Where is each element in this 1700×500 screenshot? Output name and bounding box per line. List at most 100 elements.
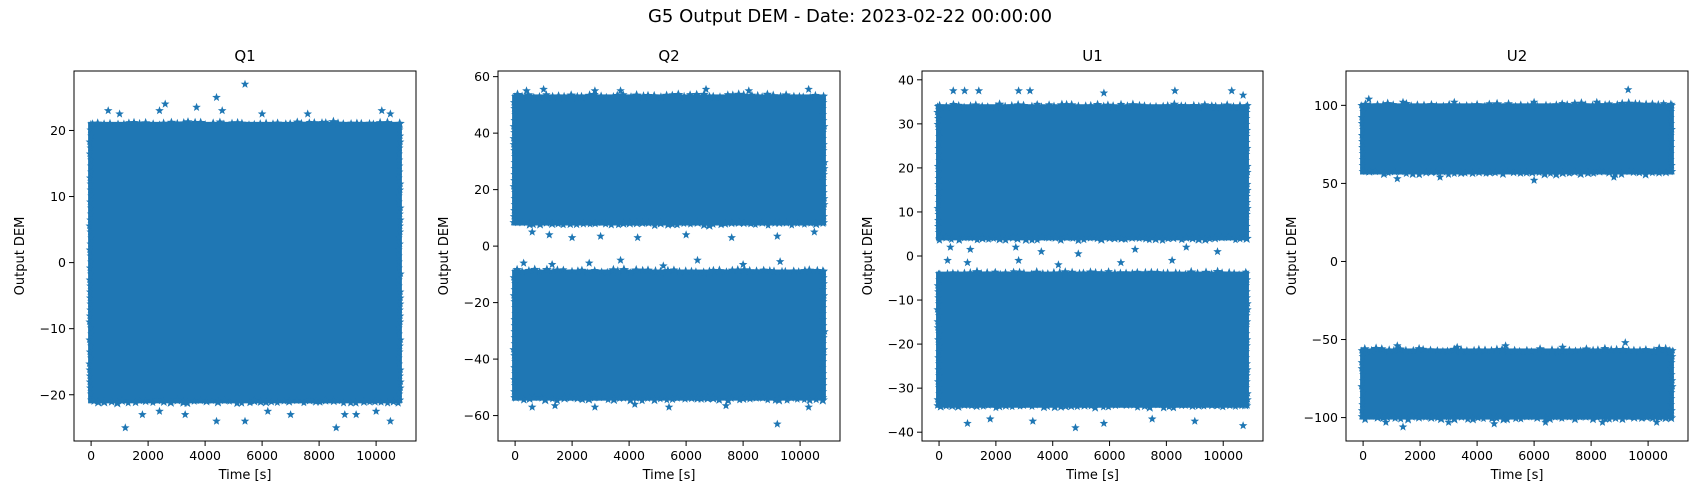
data-point (1037, 247, 1046, 256)
data-point (963, 418, 972, 427)
data-point (943, 255, 952, 264)
y-tick-label: 0 (58, 255, 66, 270)
data-point (773, 419, 782, 428)
x-tick-label: 0 (87, 448, 95, 463)
data-point (547, 260, 557, 269)
data-point (340, 410, 349, 419)
x-tick-label: 6000 (670, 448, 702, 463)
data-point (1182, 242, 1191, 251)
data-point (527, 402, 537, 411)
chart-panel-q2: 0 2000 4000 6000 8000 10000 −60 −40 −20 0 20 40 60 Q2… (437, 47, 841, 483)
data-point (1652, 417, 1661, 426)
data-point (331, 423, 341, 432)
data-point (286, 410, 295, 419)
data-point (1452, 342, 1462, 351)
y-tick-label: 10 (50, 189, 66, 204)
data-point (240, 416, 250, 425)
data-point (121, 423, 130, 432)
data-point (1099, 418, 1109, 427)
data-point (1609, 172, 1619, 181)
x-tick-label: 2000 (132, 448, 164, 463)
data-point (217, 106, 227, 115)
data-band-1 (1360, 103, 1674, 175)
data-point (659, 261, 668, 270)
x-tick-label: 6000 (1518, 448, 1550, 463)
data-point (1025, 86, 1035, 95)
data-point (1529, 97, 1539, 106)
y-axis-label: Output DEM (437, 217, 452, 296)
data-point (1450, 97, 1459, 106)
data-point (192, 102, 201, 111)
x-axis-label: Time [s] (1065, 468, 1119, 483)
data-point (160, 99, 170, 108)
y-tick-label: 0 (906, 249, 914, 264)
chart-panel-u2: 0 2000 4000 6000 8000 10000 −100 −50 0 50 100 U2 Tim… (1285, 47, 1689, 483)
y-tick-label: 20 (898, 160, 914, 175)
data-point (1227, 86, 1236, 95)
y-tick-label: 60 (474, 69, 490, 84)
data-point (1071, 423, 1080, 432)
data-point (351, 410, 361, 419)
data-point (1238, 90, 1248, 99)
data-band-1 (512, 94, 826, 226)
panel-title: U2 (1507, 47, 1528, 65)
data-point (1393, 174, 1402, 183)
data-point (371, 406, 381, 415)
data-point (963, 258, 972, 267)
x-tick-label: 8000 (1575, 448, 1607, 463)
data-point (550, 401, 560, 410)
data-point (1558, 342, 1567, 351)
data-point (681, 230, 691, 239)
data-point (1014, 86, 1023, 95)
y-tick-label: 10 (898, 204, 914, 219)
data-point (1170, 86, 1180, 95)
data-point (138, 410, 147, 419)
data-point (727, 233, 736, 242)
data-point (1398, 97, 1408, 106)
data-point (616, 86, 625, 95)
data-point (1054, 260, 1063, 269)
data-point (1621, 338, 1630, 347)
data-point (596, 231, 605, 240)
data-point (567, 233, 577, 242)
y-tick-label: 20 (50, 123, 66, 138)
chart-panel-q1: 0 2000 4000 6000 8000 10000 −20 −10 0 10 20 Q1 Time … (13, 47, 417, 483)
plot-frame (1345, 70, 1689, 442)
y-tick-label: −10 (888, 293, 914, 308)
y-tick-label: 100 (1314, 98, 1338, 113)
data-band-2 (936, 271, 1249, 408)
data-point (155, 406, 164, 415)
x-tick-label: 0 (511, 448, 519, 463)
data-point (155, 106, 164, 115)
data-point (590, 86, 600, 95)
y-tick-label: 40 (898, 72, 914, 87)
data-point (103, 106, 113, 115)
data-point (539, 84, 548, 93)
y-axis-label: Output DEM (861, 217, 876, 296)
x-tick-label: 4000 (189, 448, 221, 463)
x-tick-label: 2000 (1404, 448, 1436, 463)
data-point (775, 257, 785, 266)
x-tick-label: 6000 (246, 448, 278, 463)
data-point (545, 230, 554, 239)
data-point (744, 86, 754, 95)
data-point (1592, 97, 1602, 106)
chart-panel-u1: 0 2000 4000 6000 8000 10000 −40 −30 −20 −10 0 10 20 3… (861, 47, 1264, 483)
data-point (1435, 172, 1445, 181)
y-tick-label: 40 (474, 126, 490, 141)
data-point (664, 402, 674, 411)
panel-title: Q2 (658, 47, 679, 65)
plot-frame (497, 70, 841, 442)
data-point (386, 109, 395, 118)
data-point (1213, 247, 1222, 256)
data-point (212, 92, 221, 102)
data-point (630, 399, 640, 408)
x-axis-label: Time [s] (218, 468, 272, 483)
data-point (616, 255, 625, 264)
data-point (303, 109, 312, 118)
data-band-1 (88, 121, 402, 404)
data-point (1011, 242, 1021, 251)
y-tick-label: −20 (888, 337, 914, 352)
